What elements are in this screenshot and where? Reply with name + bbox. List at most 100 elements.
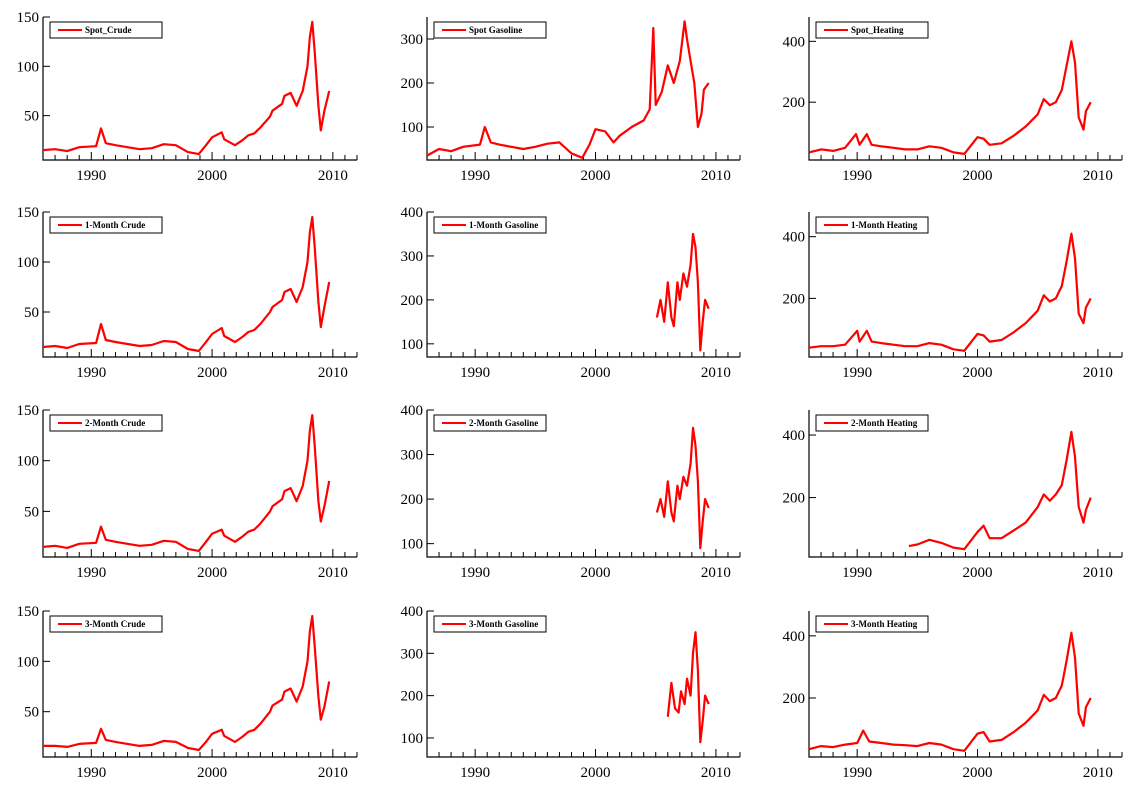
x-tick-label: 2000 xyxy=(963,565,993,581)
y-tick-label: 400 xyxy=(401,403,424,419)
x-tick-label: 2010 xyxy=(1083,168,1113,184)
y-tick-label: 100 xyxy=(401,337,424,353)
y-tick-label: 200 xyxy=(783,691,806,707)
x-tick-label: 1990 xyxy=(460,365,490,381)
legend: Spot_Crude xyxy=(49,21,163,39)
series-line xyxy=(43,614,331,752)
y-tick-label: 150 xyxy=(17,403,40,419)
y-tick-label: 200 xyxy=(401,492,424,508)
y-tick-label: 150 xyxy=(17,10,40,26)
legend: 3-Month Gasoline xyxy=(433,615,547,633)
legend-label: 3-Month Crude xyxy=(85,619,145,629)
legend-label: 2-Month Heating xyxy=(851,418,918,428)
y-tick-label: 300 xyxy=(401,646,424,662)
x-tick-label: 2000 xyxy=(197,565,227,581)
x-tick-label: 2010 xyxy=(1083,565,1113,581)
x-tick-label: 2010 xyxy=(701,168,731,184)
x-tick-label: 2000 xyxy=(197,765,227,781)
x-tick-label: 1990 xyxy=(842,765,872,781)
x-tick-label: 2010 xyxy=(318,765,348,781)
x-tick-label: 1990 xyxy=(76,168,106,184)
y-tick-label: 300 xyxy=(401,32,424,48)
y-tick-label: 150 xyxy=(17,604,40,620)
y-tick-label: 200 xyxy=(401,76,424,92)
legend: 3-Month Crude xyxy=(49,615,163,633)
x-tick-label: 2000 xyxy=(963,365,993,381)
series-line xyxy=(42,215,331,353)
x-tick-label: 1990 xyxy=(842,168,872,184)
y-tick-label: 200 xyxy=(783,491,806,507)
y-tick-label: 100 xyxy=(401,731,424,747)
series-line xyxy=(808,232,1092,352)
legend: Spot_Heating xyxy=(815,21,929,39)
x-tick-label: 2010 xyxy=(1083,365,1113,381)
y-tick-label: 100 xyxy=(17,255,40,271)
legend-label: 3-Month Gasoline xyxy=(469,619,538,629)
x-tick-label: 2010 xyxy=(1083,765,1113,781)
x-tick-label: 2010 xyxy=(318,365,348,381)
y-tick-label: 400 xyxy=(783,230,806,246)
y-tick-label: 100 xyxy=(17,454,40,470)
x-tick-label: 2000 xyxy=(581,565,611,581)
series-line xyxy=(426,20,710,159)
x-tick-label: 1990 xyxy=(460,765,490,781)
y-tick-label: 50 xyxy=(24,109,39,125)
x-tick-label: 1990 xyxy=(76,565,106,581)
legend-label: Spot_Heating xyxy=(851,25,904,35)
x-tick-label: 2000 xyxy=(963,168,993,184)
series-line xyxy=(655,426,710,550)
legend: Spot Gasoline xyxy=(433,21,547,39)
series-line xyxy=(42,20,331,156)
x-tick-label: 1990 xyxy=(842,565,872,581)
legend: 1-Month Gasoline xyxy=(433,216,547,234)
x-tick-label: 2010 xyxy=(701,365,731,381)
x-tick-label: 2010 xyxy=(318,565,348,581)
y-tick-label: 100 xyxy=(17,59,40,75)
y-tick-label: 200 xyxy=(783,291,806,307)
x-tick-label: 1990 xyxy=(76,365,106,381)
y-tick-label: 300 xyxy=(401,448,424,464)
x-tick-label: 1990 xyxy=(842,365,872,381)
series-line xyxy=(666,631,710,744)
y-tick-label: 200 xyxy=(401,689,424,705)
y-tick-label: 150 xyxy=(17,205,40,221)
y-tick-label: 400 xyxy=(783,34,806,50)
y-tick-label: 100 xyxy=(401,120,424,136)
legend: 2-Month Gasoline xyxy=(433,414,547,432)
legend-label: 1-Month Crude xyxy=(85,220,145,230)
legend-label: 1-Month Heating xyxy=(851,220,918,230)
x-tick-label: 2000 xyxy=(581,365,611,381)
y-tick-label: 50 xyxy=(24,705,39,721)
y-tick-label: 200 xyxy=(401,293,424,309)
x-tick-label: 2000 xyxy=(197,365,227,381)
x-tick-label: 1990 xyxy=(460,565,490,581)
x-tick-label: 1990 xyxy=(76,765,106,781)
legend: 1-Month Crude xyxy=(49,216,163,234)
y-tick-label: 400 xyxy=(401,604,424,620)
x-tick-label: 2000 xyxy=(963,765,993,781)
legend: 1-Month Heating xyxy=(815,216,929,234)
legend-label: Spot Gasoline xyxy=(469,25,522,35)
series-line xyxy=(42,414,331,553)
legend-label: 2-Month Crude xyxy=(85,418,145,428)
y-tick-label: 50 xyxy=(24,305,39,321)
x-tick-label: 1990 xyxy=(460,168,490,184)
y-tick-label: 200 xyxy=(783,95,806,111)
x-tick-label: 2010 xyxy=(701,565,731,581)
legend-label: 3-Month Heating xyxy=(851,619,918,629)
y-tick-label: 400 xyxy=(401,205,424,221)
series-line xyxy=(908,430,1092,551)
legend: 2-Month Crude xyxy=(49,414,163,432)
x-tick-label: 2010 xyxy=(318,168,348,184)
y-tick-label: 400 xyxy=(783,428,806,444)
x-tick-label: 2000 xyxy=(581,168,611,184)
